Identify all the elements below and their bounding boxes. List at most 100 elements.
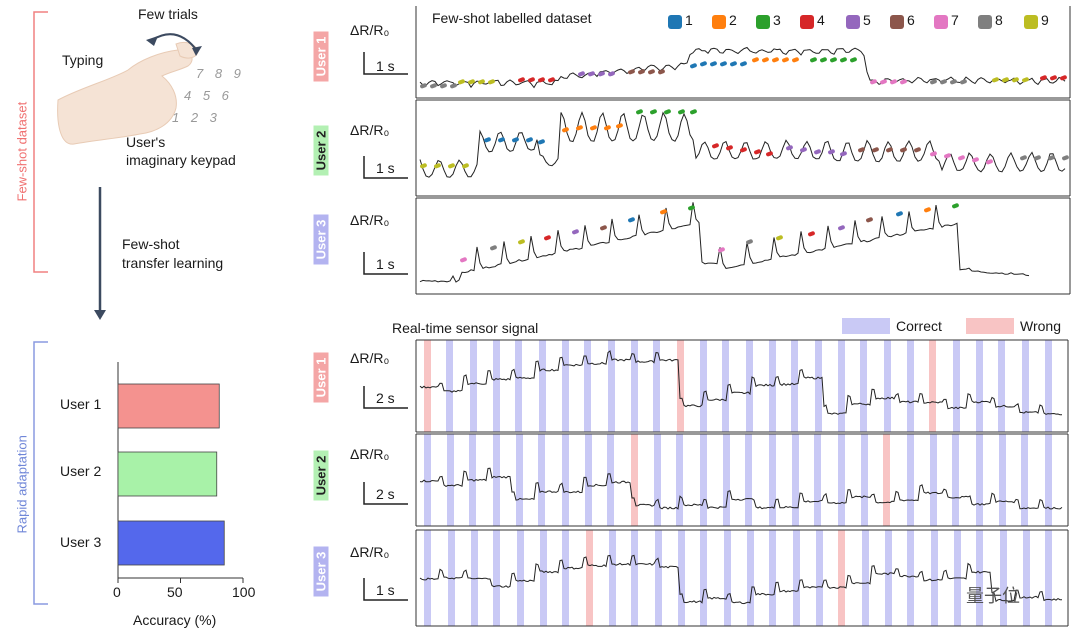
- stripe-user1-21: [907, 340, 914, 432]
- bar-user3: [117, 520, 225, 566]
- legend-label-9: 9: [1041, 12, 1049, 28]
- stripe-user1-25: [998, 340, 1005, 432]
- bar-user2: [117, 451, 218, 497]
- top-marker-user1-key4-0: [518, 77, 525, 83]
- stripe-user3-15: [769, 530, 776, 626]
- top-marker-user2-key9-0: [420, 163, 427, 169]
- stripe-user2-22: [930, 434, 937, 526]
- stripe-user2-7: [585, 434, 592, 526]
- top-marker-user1-key1-2: [710, 61, 717, 67]
- top-marker-user2-key2-2: [590, 125, 597, 131]
- stripe-user3-5: [540, 530, 547, 626]
- stripe-user2-16: [792, 434, 799, 526]
- stripe-user2-23: [952, 434, 959, 526]
- top-marker-user1-key3-4: [850, 57, 857, 63]
- keypad-row-2: 4 5 6: [184, 88, 233, 103]
- bottom-user2-tag: User 2: [313, 450, 329, 501]
- stripe-user2-6: [562, 434, 569, 526]
- stripe-user3-25: [1000, 530, 1007, 626]
- stripe-user2-20: [883, 434, 890, 526]
- top-marker-user2-key7-1: [944, 153, 951, 159]
- top-marker-user2-key5-0: [786, 145, 793, 151]
- x-tick-100: 100: [232, 584, 256, 600]
- top-marker-user3-key6-5: [600, 225, 607, 231]
- top-marker-user2-key6-0: [858, 147, 865, 153]
- top-scale-bar-3: [363, 252, 408, 275]
- legend-label-4: 4: [817, 12, 825, 28]
- top-marker-user1-key8-1: [940, 79, 947, 85]
- x-tick-50: 50: [167, 584, 183, 600]
- stripe-user1-20: [884, 340, 891, 432]
- top-marker-user2-key3-4: [690, 109, 697, 115]
- top-marker-user1-key4-2: [1060, 75, 1067, 81]
- stripe-user3-26: [1023, 530, 1030, 626]
- stripe-user2-11: [676, 434, 683, 526]
- stripe-user1-9: [631, 340, 638, 432]
- top-marker-user1-key9-1: [1002, 77, 1009, 83]
- top-user3-tag: User 3: [313, 214, 329, 265]
- stripe-user1-6: [562, 340, 569, 432]
- stripe-user3-20: [885, 530, 892, 626]
- stripe-user3-21: [907, 530, 914, 626]
- top-marker-user3-key4-3: [544, 235, 551, 241]
- accuracy-chart: [117, 362, 244, 583]
- top-marker-user2-key1-0: [484, 137, 491, 143]
- top-marker-user2-key4-3: [754, 149, 761, 155]
- stripe-user3-9: [631, 530, 638, 626]
- bottom-user3-tag: User 3: [313, 546, 329, 597]
- top-marker-user3-key2-16: [924, 207, 931, 213]
- top-marker-user1-key9-3: [488, 79, 495, 85]
- top-marker-user2-key7-0: [930, 151, 937, 157]
- watermark: 量子位: [966, 586, 1020, 606]
- legend-swatch-7: [934, 15, 948, 29]
- stripe-user1-26: [1022, 340, 1029, 432]
- top-marker-user2-key4-4: [766, 151, 773, 157]
- top-marker-user3-key8-10: [746, 239, 753, 245]
- top-marker-user1-key4-1: [1050, 75, 1057, 81]
- top-marker-user1-key8-3: [960, 79, 967, 85]
- stripe-user3-12: [700, 530, 707, 626]
- top-marker-user1-key3-0: [810, 57, 817, 63]
- stripe-user3-2: [471, 530, 478, 626]
- top-marker-user2-key7-2: [958, 155, 965, 161]
- stripe-user1-11: [677, 340, 684, 432]
- top-marker-user2-key8-0: [1020, 155, 1027, 161]
- bottom-panel-title: Real-time sensor signal: [392, 320, 539, 336]
- bottom-scale-bar-3: [363, 578, 408, 601]
- bottom-scale-1: 2 s: [376, 390, 395, 406]
- stripe-user2-19: [861, 434, 868, 526]
- top-marker-user2-key2-3: [604, 125, 611, 131]
- stripe-user1-2: [470, 340, 477, 432]
- top-marker-user1-key7-0: [870, 79, 877, 85]
- stripe-user1-7: [584, 340, 591, 432]
- legend-correct-label: Correct: [896, 318, 942, 334]
- stripe-user1-27: [1045, 340, 1052, 432]
- bar-category-user3: User 3: [60, 534, 102, 550]
- stripe-user1-22: [929, 340, 936, 432]
- stripe-user1-0: [424, 340, 431, 432]
- top-marker-user1-key9-0: [992, 77, 999, 83]
- legend-swatch-1: [668, 15, 682, 29]
- bar-category-user1: User 1: [60, 396, 102, 412]
- top-marker-user2-key1-4: [538, 139, 545, 145]
- stripe-user2-26: [1021, 434, 1028, 526]
- top-marker-user1-key8-1: [430, 83, 437, 89]
- top-trace-user3: [419, 202, 1030, 283]
- stripe-user2-13: [723, 434, 730, 526]
- top-ylabel-1: ΔR/R₀: [350, 22, 390, 38]
- top-marker-user1-key1-1: [700, 61, 707, 67]
- legend-correct-swatch: [842, 318, 890, 334]
- keypad-row-3: 1 2 3: [172, 110, 221, 125]
- bracket-label-rapid: Rapid adaptation: [14, 435, 30, 534]
- top-marker-user2-key9-2: [448, 163, 455, 169]
- bottom-ylabel-2: ΔR/R₀: [350, 446, 390, 462]
- stripe-user2-3: [493, 434, 500, 526]
- bar-category-user2: User 2: [60, 463, 102, 479]
- top-marker-user3-key9-2: [518, 239, 525, 245]
- stripe-user1-24: [976, 340, 983, 432]
- legend-swatch-3: [756, 15, 770, 29]
- top-marker-user2-key3-2: [664, 109, 671, 115]
- stripe-user2-18: [838, 434, 845, 526]
- stripe-user1-12: [700, 340, 707, 432]
